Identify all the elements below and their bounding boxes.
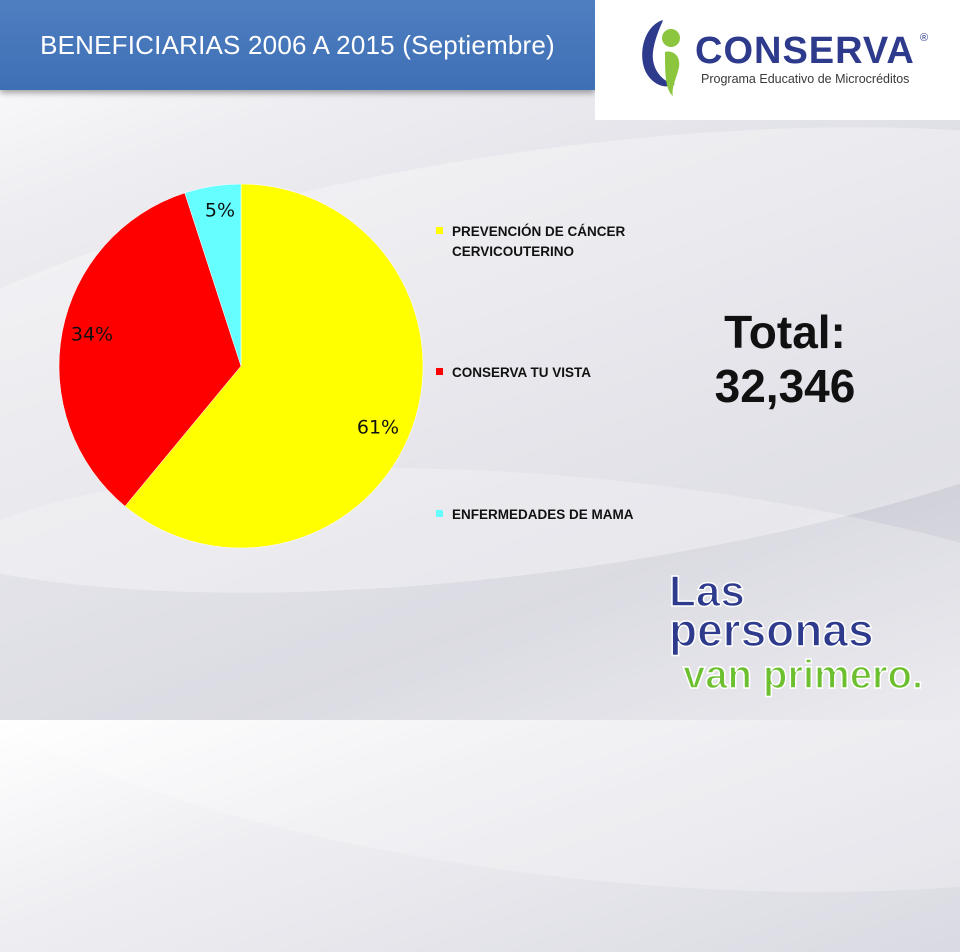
pie-slice — [58, 192, 242, 507]
slogan-line-3: van primero. — [683, 653, 923, 697]
slogan-logo: Las personas van primero. — [668, 566, 924, 698]
legend-swatch — [436, 368, 443, 375]
pie-data-label: 34% — [71, 324, 113, 346]
total-beneficiarias: Total: 32,346 — [660, 305, 910, 413]
pie-data-label: 61% — [357, 417, 399, 439]
slogan-line-1: Las — [669, 567, 745, 616]
legend-swatch — [436, 510, 443, 517]
pie-slice — [184, 183, 242, 367]
legend-label: CONSERVA TU VISTA — [452, 365, 592, 380]
conserva-person-icon — [642, 20, 680, 96]
page-title: BENEFICIARIAS 2006 A 2015 (Septiembre) — [40, 29, 555, 60]
total-value: 32,346 — [714, 360, 856, 412]
logo-registered-mark: ® — [920, 32, 929, 44]
slogan-line-2: personas — [669, 604, 874, 656]
legend-label: PREVENCIÓN DE CÁNCER CERVICOUTERINO — [452, 224, 626, 259]
legend-label: ENFERMEDADES DE MAMA — [452, 507, 634, 522]
pie-data-label: 5% — [205, 200, 235, 222]
pie-chart: 61% 34% 5% — [58, 183, 424, 549]
title-bar: BENEFICIARIAS 2006 A 2015 (Septiembre) — [0, 0, 595, 90]
pie-slice — [124, 183, 424, 549]
total-label: Total: — [724, 306, 846, 358]
legend-swatch — [436, 227, 443, 234]
logo-name: CONSERVA — [695, 30, 915, 72]
conserva-logo: CONSERVA ® Programa Educativo de Microcr… — [595, 0, 960, 120]
logo-tagline: Programa Educativo de Microcréditos — [701, 72, 910, 86]
